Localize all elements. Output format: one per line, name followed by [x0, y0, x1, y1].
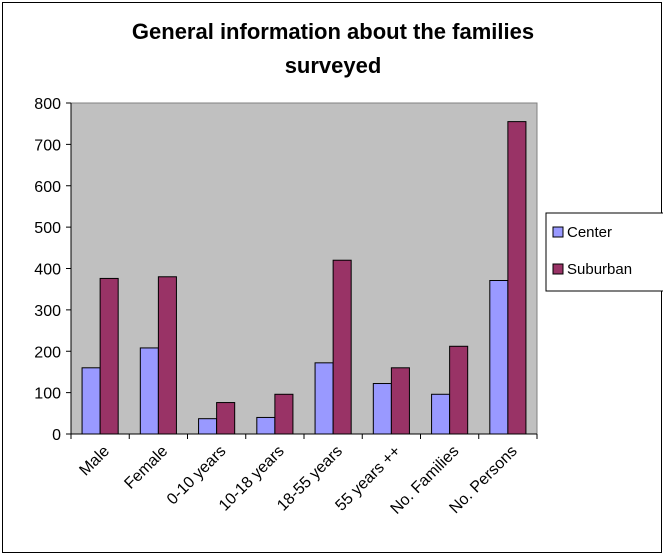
- y-tick-label: 800: [34, 96, 61, 113]
- legend-label-center: Center: [567, 224, 612, 241]
- bar-center: [81, 367, 101, 435]
- bar-center: [139, 347, 159, 435]
- bar-center: [372, 383, 392, 435]
- legend: Center Suburban: [545, 212, 663, 292]
- bar-center: [198, 418, 218, 435]
- y-tick-label: 700: [34, 137, 61, 154]
- bar-suburban: [99, 277, 119, 435]
- legend-box: [545, 212, 663, 292]
- y-tick-label: 400: [34, 262, 61, 279]
- bar-suburban: [449, 345, 469, 435]
- x-tick-label: Male: [76, 443, 113, 480]
- bar-center: [489, 279, 509, 435]
- bar-center: [431, 393, 451, 435]
- chart-title-line-2: surveyed: [285, 53, 382, 78]
- x-tick-label: Female: [121, 443, 171, 493]
- bar-suburban: [507, 121, 527, 435]
- bar-suburban: [332, 259, 352, 435]
- y-tick-label: 600: [34, 179, 61, 196]
- legend-swatch-center: [552, 226, 564, 238]
- y-tick-label: 100: [34, 386, 61, 403]
- legend-label-suburban: Suburban: [567, 261, 632, 278]
- bar-center: [256, 416, 276, 435]
- y-tick-label: 200: [34, 344, 61, 361]
- y-tick-label: 300: [34, 303, 61, 320]
- chart-canvas: General information about the families s…: [34, 19, 663, 518]
- y-tick-label: 0: [52, 427, 61, 444]
- bar-center: [314, 362, 334, 435]
- bar-suburban: [157, 276, 177, 435]
- y-tick-label: 500: [34, 220, 61, 237]
- bar-suburban: [390, 367, 410, 435]
- bar-suburban: [216, 402, 236, 435]
- chart-title-line-1: General information about the families: [132, 19, 534, 44]
- bar-suburban: [274, 393, 294, 435]
- legend-swatch-suburban: [552, 263, 564, 275]
